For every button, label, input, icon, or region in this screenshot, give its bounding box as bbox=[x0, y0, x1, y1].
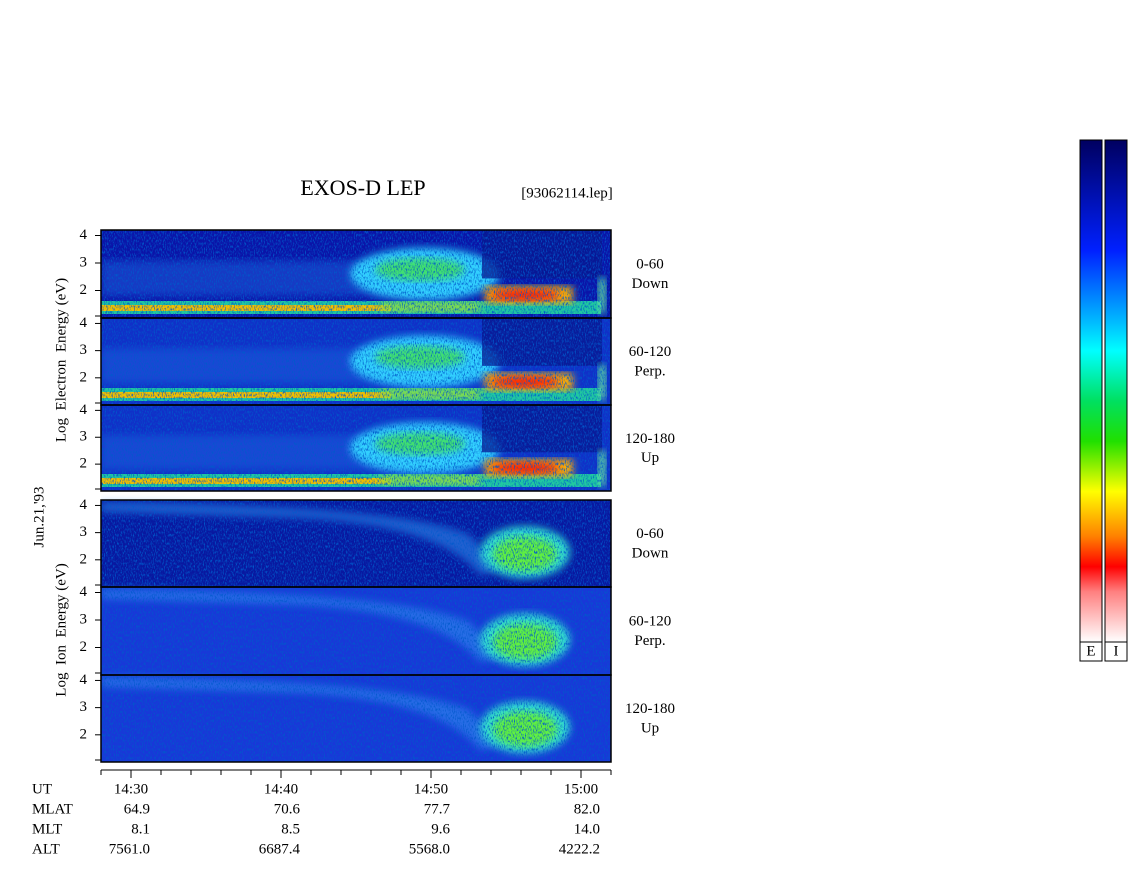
file-name: [93062114.lep] bbox=[521, 185, 613, 201]
spectrogram-panel bbox=[101, 230, 611, 318]
time-tick-label: 14:40 bbox=[264, 781, 298, 797]
colorbar bbox=[1104, 139, 1128, 643]
spectrogram-panel bbox=[101, 318, 611, 405]
time-tick-label: 15:00 bbox=[564, 781, 598, 797]
colorbar-label-box bbox=[1104, 641, 1128, 662]
energy-tick-label: 2 bbox=[80, 726, 88, 742]
orbit-row-label: MLAT bbox=[32, 801, 73, 817]
energy-tick-label: 4 bbox=[80, 227, 88, 243]
colorbar-label-box bbox=[1079, 641, 1103, 662]
direction-label: Perp. bbox=[634, 363, 665, 379]
noise bbox=[101, 587, 611, 675]
time-tick-label: 14:50 bbox=[414, 781, 448, 797]
orbit-value: 8.5 bbox=[281, 821, 300, 837]
energy-tick-label: 3 bbox=[80, 429, 88, 445]
pitch-label: 0-60 bbox=[636, 257, 664, 273]
pitch-label: 0-60 bbox=[636, 526, 664, 542]
colorbar-label: E bbox=[1086, 643, 1095, 659]
pitch-label: 60-120 bbox=[629, 344, 672, 360]
energy-tick-label: 2 bbox=[80, 456, 88, 472]
energy-tick-label: 2 bbox=[80, 551, 88, 567]
orbit-row-label: UT bbox=[32, 781, 52, 797]
energy-tick-label: 2 bbox=[80, 282, 88, 298]
energy-tick-label: 4 bbox=[80, 672, 88, 688]
orbit-value: 9.6 bbox=[431, 821, 450, 837]
noise bbox=[101, 230, 611, 318]
orbit-value: 6687.4 bbox=[259, 841, 301, 857]
orbit-value: 70.6 bbox=[274, 801, 301, 817]
energy-tick-label: 3 bbox=[80, 342, 88, 358]
noise bbox=[101, 318, 611, 405]
pitch-label: 120-180 bbox=[625, 701, 675, 717]
direction-label: Up bbox=[641, 450, 659, 466]
spectrograms bbox=[101, 230, 611, 762]
energy-tick-label: 3 bbox=[80, 524, 88, 540]
ion-axis-label: Log Ion Energy (eV) bbox=[53, 563, 69, 696]
direction-label: Down bbox=[632, 276, 669, 292]
noise bbox=[101, 405, 611, 491]
orbit-value: 77.7 bbox=[424, 801, 451, 817]
energy-tick-label: 3 bbox=[80, 611, 88, 627]
pitch-label: 120-180 bbox=[625, 431, 675, 447]
noise bbox=[101, 500, 611, 587]
orbit-row-label: ALT bbox=[32, 841, 60, 857]
energy-tick-label: 3 bbox=[80, 254, 88, 270]
orbit-row-label: MLT bbox=[32, 821, 62, 837]
orbit-value: 82.0 bbox=[574, 801, 600, 817]
colorbar bbox=[1079, 139, 1103, 643]
spectrogram-panel bbox=[101, 587, 611, 675]
direction-label: Up bbox=[641, 720, 659, 736]
energy-tick-label: 4 bbox=[80, 402, 88, 418]
orbit-value: 7561.0 bbox=[109, 841, 150, 857]
noise bbox=[101, 675, 611, 762]
orbit-value: 64.9 bbox=[124, 801, 150, 817]
panel-frame bbox=[100, 674, 612, 763]
orbit-value: 8.1 bbox=[131, 821, 150, 837]
panel-frame bbox=[100, 404, 612, 492]
orbit-value: 14.0 bbox=[574, 821, 600, 837]
colorbar-label: I bbox=[1114, 643, 1119, 659]
energy-tick-label: 4 bbox=[80, 497, 88, 513]
electron-axis-label: Log Electron Energy (eV) bbox=[53, 278, 69, 442]
energy-tick-label: 4 bbox=[80, 315, 88, 331]
spectrogram-panel bbox=[101, 500, 611, 587]
spectrogram-panel bbox=[101, 405, 611, 491]
pitch-label: 60-120 bbox=[629, 614, 672, 630]
time-tick-label: 14:30 bbox=[114, 781, 148, 797]
direction-label: Down bbox=[632, 545, 669, 561]
energy-tick-label: 2 bbox=[80, 369, 88, 385]
direction-label: Perp. bbox=[634, 633, 665, 649]
spectrogram-panel bbox=[101, 675, 611, 762]
orbit-value: 5568.0 bbox=[409, 841, 450, 857]
energy-tick-label: 2 bbox=[80, 639, 88, 655]
energy-tick-label: 4 bbox=[80, 584, 88, 600]
frames bbox=[100, 229, 612, 763]
orbit-value: 4222.2 bbox=[559, 841, 600, 857]
energy-tick-label: 3 bbox=[80, 699, 88, 715]
title: EXOS-D LEP bbox=[300, 175, 425, 200]
date: Jun.21,'93 bbox=[31, 486, 47, 547]
